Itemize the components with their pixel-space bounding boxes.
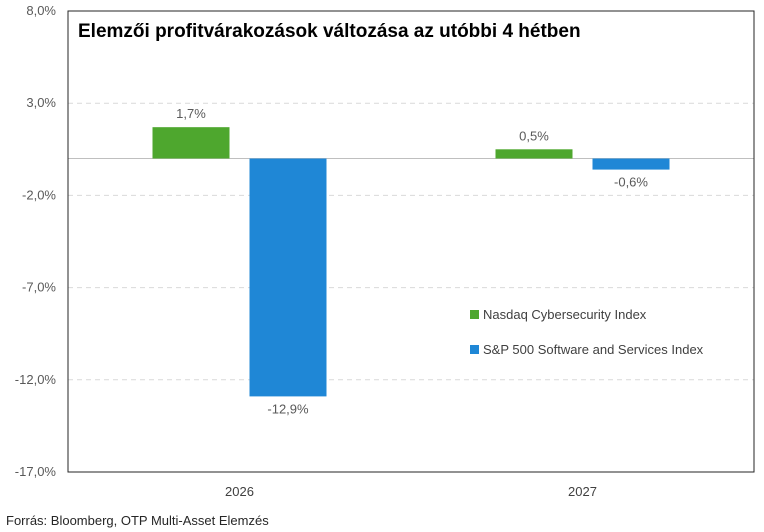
plot-frame — [67, 10, 755, 473]
source-note: Forrás: Bloomberg, OTP Multi-Asset Elemz… — [6, 513, 269, 528]
legend-swatch-sp500 — [470, 344, 479, 354]
y-tick-label: 3,0% — [26, 95, 56, 110]
data-label: 0,5% — [519, 128, 549, 143]
y-tick-label: -17,0% — [15, 464, 57, 479]
y-tick-label: -7,0% — [22, 280, 56, 295]
chart-title: Elemzői profitvárakozások változása az u… — [78, 21, 581, 42]
y-tick-label: -2,0% — [22, 187, 56, 202]
legend-label-nasdaq: Nasdaq Cybersecurity Index — [483, 306, 647, 322]
bar — [249, 158, 327, 397]
data-label: -0,6% — [614, 175, 648, 190]
data-label: 1,7% — [176, 106, 206, 121]
x-tick-label: 2026 — [225, 484, 254, 499]
bar — [495, 149, 573, 159]
bar — [152, 127, 230, 159]
y-tick-label: 8,0% — [26, 3, 56, 18]
x-tick-label: 2027 — [568, 484, 597, 499]
legend-item-sp500: S&P 500 Software and Services Index — [470, 340, 703, 358]
bar — [592, 158, 670, 170]
legend: Nasdaq Cybersecurity Index S&P 500 Softw… — [470, 305, 703, 375]
legend-label-sp500: S&P 500 Software and Services Index — [483, 341, 704, 357]
data-label: -12,9% — [267, 401, 309, 416]
legend-item-nasdaq: Nasdaq Cybersecurity Index — [470, 305, 703, 323]
y-tick-label: -12,0% — [15, 372, 57, 387]
legend-swatch-nasdaq — [470, 309, 479, 319]
